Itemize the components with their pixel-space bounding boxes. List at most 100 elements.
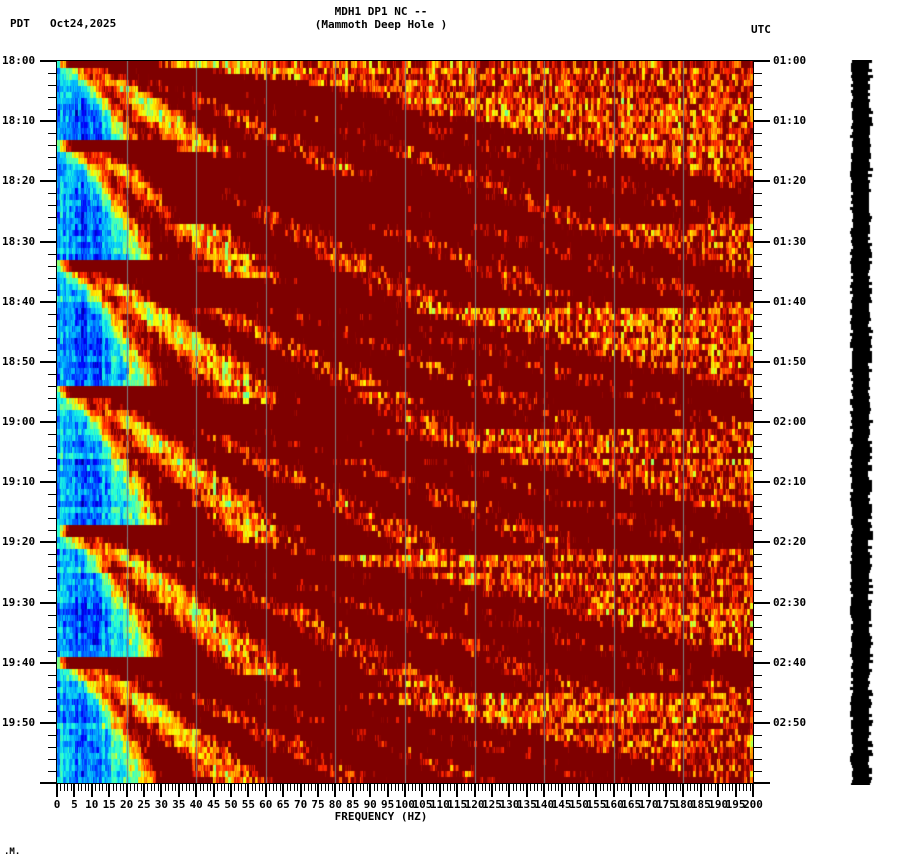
time-tick-label-pdt: 18:50 (2, 354, 36, 368)
frequency-tick-minor (533, 783, 535, 791)
frequency-tick-minor (742, 783, 744, 791)
time-tick-minor-utc (754, 590, 762, 592)
time-tick-minor-utc (754, 289, 762, 291)
spectrogram-canvas[interactable] (57, 61, 753, 783)
frequency-tick-major (456, 783, 459, 797)
time-tick-minor-pdt (48, 313, 56, 315)
frequency-tick-major (317, 783, 319, 797)
frequency-tick-minor (272, 783, 274, 791)
time-tick-major-utc (754, 360, 770, 363)
frequency-tick-label: 85 (346, 798, 360, 811)
frequency-tick-minor (102, 783, 104, 791)
time-tick-label-utc: 01:00 (773, 54, 807, 67)
frequency-tick-label: 80 (328, 798, 343, 811)
time-tick-minor-pdt (48, 650, 56, 652)
time-tick-minor-utc (754, 434, 762, 436)
time-tick-major-pdt (40, 782, 56, 784)
frequency-tick-minor (331, 783, 333, 791)
time-tick-label-pdt: 18:40 (2, 294, 36, 308)
frequency-tick-major (525, 783, 528, 797)
frequency-tick-label: 180 (673, 798, 694, 811)
time-tick-minor-utc (754, 337, 762, 339)
frequency-tick-minor (286, 783, 288, 791)
frequency-tick-label: 190 (708, 798, 729, 811)
frequency-tick-minor (749, 783, 751, 791)
frequency-tick-minor (505, 783, 507, 791)
frequency-tick-minor (137, 783, 139, 791)
time-tick-minor-pdt (48, 530, 56, 532)
frequency-tick-label: 145 (551, 798, 572, 811)
frequency-tick-minor (523, 783, 525, 791)
frequency-tick-minor (217, 783, 219, 791)
page-title: MDH1 DP1 NC -- (334, 5, 428, 18)
frequency-tick-major (473, 783, 476, 797)
time-tick-minor-utc (754, 566, 762, 568)
time-tick-major-pdt (40, 360, 56, 363)
time-tick-minor-pdt (48, 686, 56, 688)
time-tick-major-utc (754, 601, 770, 604)
frequency-tick-minor (241, 783, 243, 791)
frequency-tick-minor (551, 783, 553, 791)
frequency-tick-minor (530, 783, 532, 791)
time-tick-minor-utc (754, 397, 762, 399)
time-tick-minor-pdt (48, 385, 56, 387)
time-tick-label-utc: 02:00 (773, 415, 807, 428)
frequency-tick-label: 115 (447, 798, 468, 811)
frequency-tick-minor (540, 783, 542, 791)
frequency-tick-label: 20 (119, 798, 134, 811)
frequency-tick-minor (686, 783, 688, 791)
time-tick-label-pdt: 19:50 (2, 715, 36, 729)
frequency-tick-minor (70, 783, 72, 791)
time-tick-label-pdt: 18:10 (2, 114, 36, 128)
frequency-tick-minor (575, 783, 577, 791)
time-tick-major-pdt (40, 721, 56, 724)
frequency-tick-minor (659, 783, 661, 791)
time-tick-minor-pdt (48, 506, 56, 508)
spectrogram-plot[interactable] (57, 61, 753, 783)
frequency-tick-label: 155 (586, 798, 607, 811)
frequency-tick-minor (495, 783, 497, 791)
frequency-tick-minor (401, 783, 403, 791)
frequency-tick-minor (467, 783, 469, 791)
date-label: Oct24,2025 (50, 17, 117, 30)
frequency-tick-minor (116, 783, 118, 791)
frequency-tick-minor (168, 783, 170, 791)
time-tick-minor-pdt (48, 566, 56, 568)
frequency-tick-label: 55 (241, 798, 256, 811)
frequency-tick-minor (603, 783, 605, 791)
frequency-tick-minor (206, 783, 208, 791)
time-tick-minor-utc (754, 169, 762, 171)
frequency-tick-minor (164, 783, 166, 791)
frequency-tick-minor (377, 783, 379, 791)
frequency-tick-label: 10 (85, 798, 99, 811)
time-tick-major-pdt (40, 421, 56, 423)
frequency-tick-minor (391, 783, 393, 791)
frequency-tick-label: 175 (656, 798, 676, 811)
frequency-tick-minor (119, 783, 121, 791)
time-tick-label-utc: 02:40 (773, 655, 807, 669)
frequency-tick-minor (502, 783, 504, 791)
time-tick-minor-pdt (48, 73, 56, 75)
time-tick-minor-utc (754, 494, 762, 496)
frequency-tick-minor (77, 783, 79, 791)
time-tick-minor-pdt (48, 193, 56, 195)
frequency-tick-label: 40 (189, 798, 203, 811)
time-tick-minor-utc (754, 446, 762, 448)
frequency-tick-minor (251, 783, 253, 791)
time-tick-minor-pdt (48, 109, 56, 111)
time-tick-minor-pdt (48, 494, 56, 496)
time-tick-major-utc (754, 180, 770, 183)
frequency-tick-label: 195 (725, 798, 746, 811)
frequency-tick-minor (460, 783, 462, 791)
frequency-tick-label: 35 (172, 798, 186, 811)
frequency-tick-minor (262, 783, 264, 791)
frequency-tick-minor (130, 783, 132, 791)
frequency-tick-minor (429, 783, 431, 791)
frequency-tick-label: 100 (395, 798, 415, 811)
time-tick-label-utc: 02:20 (773, 535, 807, 549)
frequency-tick-minor (290, 783, 292, 791)
time-tick-major-pdt (40, 240, 56, 243)
frequency-tick-label: 65 (276, 798, 290, 811)
frequency-tick-major (508, 783, 511, 797)
time-tick-minor-pdt (48, 169, 56, 171)
